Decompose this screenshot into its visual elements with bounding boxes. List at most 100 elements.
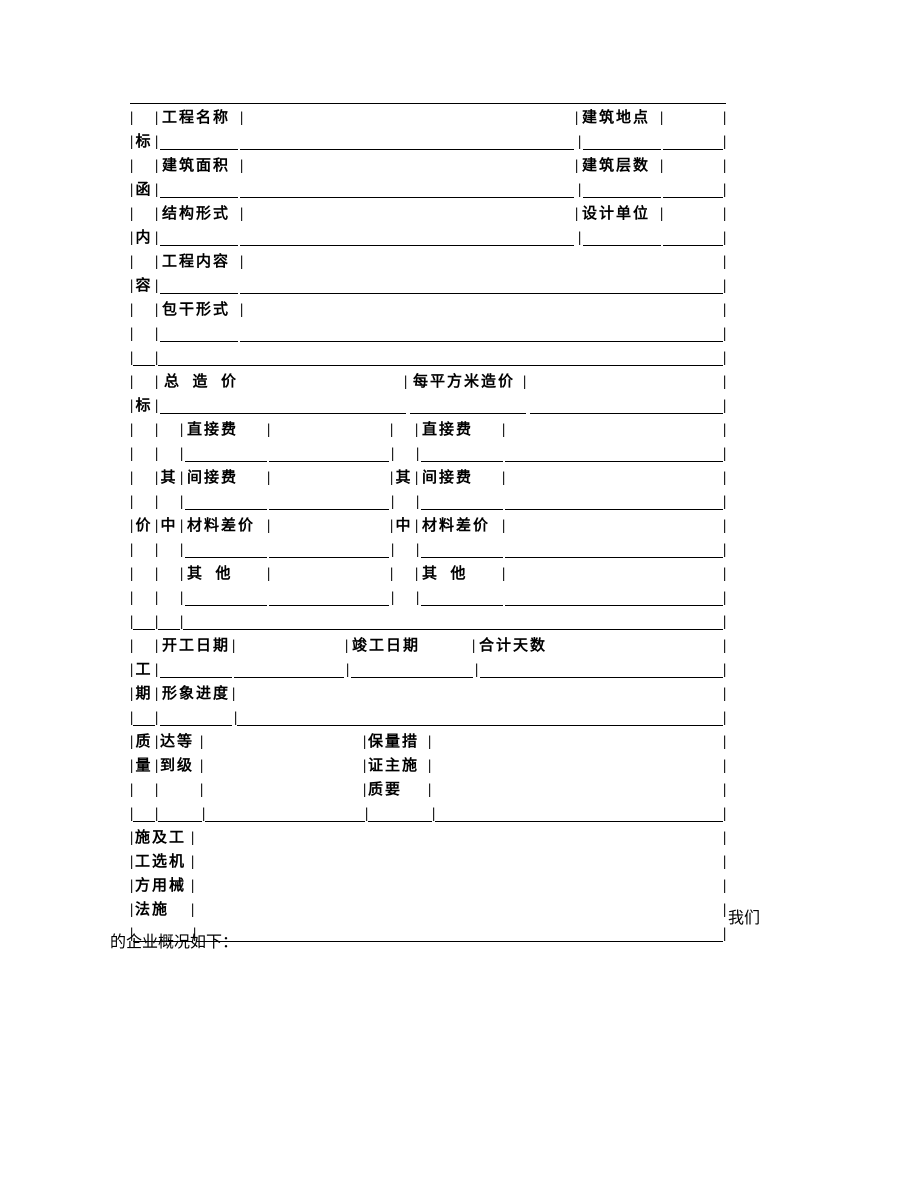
vbar: | (130, 303, 133, 318)
vbar: | (155, 639, 158, 654)
vbar: | (723, 327, 726, 342)
blank-field (205, 807, 365, 822)
vbar: | (391, 543, 394, 558)
blank-field (410, 399, 526, 414)
vbar: | (130, 567, 133, 582)
vbar: | (660, 111, 663, 126)
vbar: | (191, 855, 194, 870)
vbar: | (723, 231, 726, 246)
vbar: | (575, 207, 578, 222)
vbar: | (416, 543, 419, 558)
vbar: | (415, 471, 418, 486)
footer-qiye: 的企业概况如下： (110, 928, 238, 952)
vbar: | (723, 615, 726, 630)
vbar: | (155, 591, 158, 606)
vbar: | (390, 423, 393, 438)
blank-field (160, 231, 238, 246)
vbar: | (723, 807, 726, 822)
label: 竣工日期 (352, 639, 422, 654)
label: 间接费 (422, 471, 502, 486)
vbar: | (130, 783, 133, 798)
vbar: | (363, 783, 366, 798)
vbar: | (130, 831, 133, 846)
vbar: | (723, 303, 726, 318)
label: 中 (393, 519, 415, 534)
blank-field (133, 615, 155, 630)
label: 质 (133, 735, 155, 750)
vbar: | (404, 375, 407, 390)
blank-field (368, 807, 432, 822)
vbar: | (232, 639, 235, 654)
vbar: | (723, 159, 726, 174)
label: 工选机 (135, 855, 191, 870)
label: 设计单位 (582, 207, 656, 222)
vbar: | (180, 591, 183, 606)
blank-field (160, 135, 238, 150)
label: 其 (393, 471, 415, 486)
blank-field (158, 807, 202, 822)
label: 其 他 (187, 567, 267, 582)
vbar: | (578, 135, 581, 150)
label: 每平方米造价 (413, 375, 523, 390)
blank-field (530, 399, 723, 414)
vbar: | (346, 663, 349, 678)
vbar: | (390, 567, 393, 582)
label: 直接费 (422, 423, 502, 438)
vbar: | (232, 687, 235, 702)
footer-women: 我们 (728, 904, 760, 928)
blank-field (240, 231, 574, 246)
blank-field (421, 495, 503, 510)
label: 形象进度 (162, 687, 232, 702)
ascii-form: ||工程名称||建筑地点|||标|||||建筑面积||建筑层数|||函|||||… (130, 100, 726, 946)
blank-field (183, 615, 723, 630)
vbar: | (130, 423, 133, 438)
vbar: | (578, 231, 581, 246)
vbar: | (200, 759, 203, 774)
blank-field (505, 495, 723, 510)
label: 标 (133, 399, 155, 414)
label: 工程名称 (162, 111, 236, 126)
blank-field (240, 135, 574, 150)
blank-field (421, 447, 503, 462)
vbar: | (391, 495, 394, 510)
blank-field (240, 327, 723, 342)
vbar: | (155, 735, 158, 750)
blank-field (237, 711, 723, 726)
vbar: | (502, 567, 505, 582)
label: 量 (133, 759, 155, 774)
vbar: | (723, 759, 726, 774)
vbar: | (130, 207, 133, 222)
vbar: | (428, 783, 431, 798)
vbar: | (180, 471, 183, 486)
blank-field (663, 183, 723, 198)
page: ||工程名称||建筑地点|||标|||||建筑面积||建筑层数|||函|||||… (0, 0, 920, 1191)
label: 建筑地点 (582, 111, 656, 126)
blank-field (505, 543, 723, 558)
vbar: | (723, 423, 726, 438)
vbar: | (130, 471, 133, 486)
blank-field (240, 279, 723, 294)
vbar: | (415, 567, 418, 582)
vbar: | (416, 591, 419, 606)
label: 建筑面积 (162, 159, 236, 174)
blank-field (160, 279, 238, 294)
vbar: | (130, 879, 133, 894)
vbar: | (200, 735, 203, 750)
vbar: | (723, 735, 726, 750)
label: 合计天数 (479, 639, 549, 654)
vbar: | (723, 783, 726, 798)
vbar: | (240, 207, 243, 222)
blank-field (505, 591, 723, 606)
vbar: | (472, 639, 475, 654)
vbar: | (723, 183, 726, 198)
blank-field (421, 591, 503, 606)
blank-field (160, 711, 232, 726)
vbar: | (415, 519, 418, 534)
vbar: | (180, 519, 183, 534)
blank-field (583, 135, 661, 150)
vbar: | (180, 495, 183, 510)
vbar: | (475, 663, 478, 678)
label: 标 (133, 135, 155, 150)
vbar: | (723, 351, 726, 366)
blank-field (160, 663, 232, 678)
